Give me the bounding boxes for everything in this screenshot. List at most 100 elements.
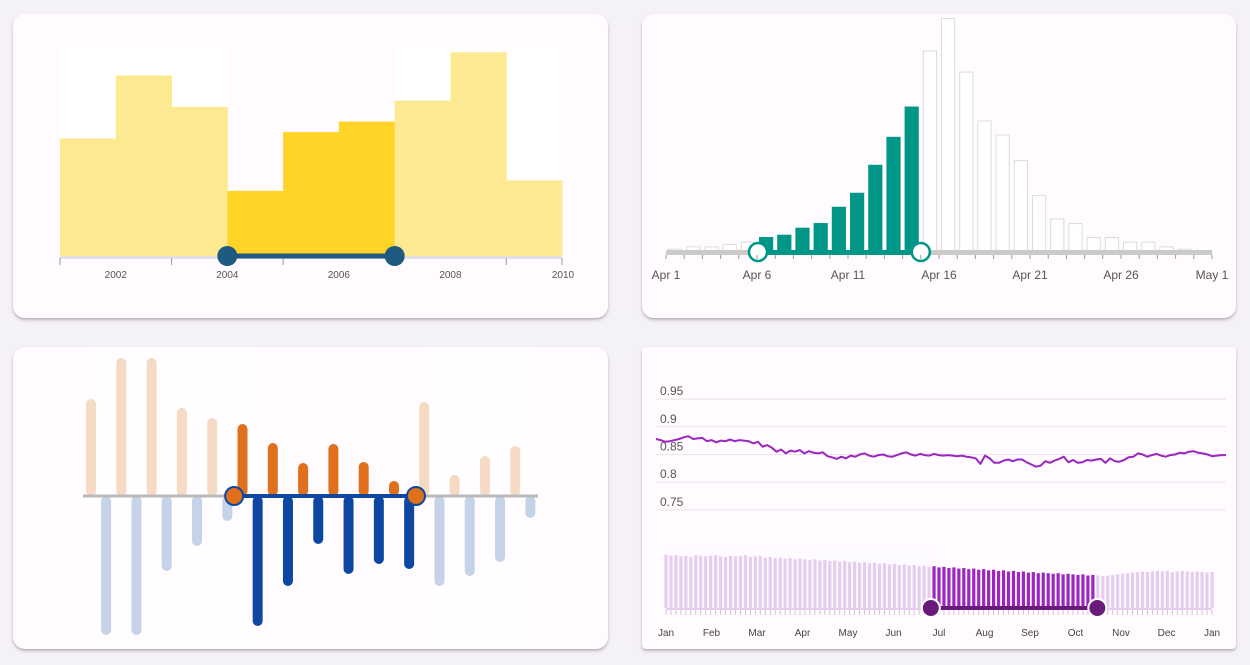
- navigator-bar: [778, 557, 782, 608]
- navigator-bar: [877, 563, 882, 608]
- navigator-bar: [1116, 574, 1120, 608]
- navigator-bar: [872, 562, 877, 608]
- navigator-bar: [1071, 574, 1075, 608]
- positive-bar: [86, 399, 96, 496]
- navigator-bar: [808, 559, 812, 608]
- range-handle-end[interactable]: [910, 241, 932, 263]
- navigator-x-tick-label: Apr: [795, 628, 811, 639]
- negative-bar: [192, 496, 203, 546]
- navigator-bar: [1016, 572, 1021, 608]
- navigator-bar: [1175, 571, 1179, 608]
- x-tick-label: Apr 6: [743, 268, 772, 282]
- navigator-bar: [728, 555, 733, 608]
- negative-bar: [525, 496, 536, 518]
- navigator-bar: [887, 564, 891, 608]
- navigator-bar: [1205, 572, 1209, 608]
- positive-bar: [358, 462, 369, 496]
- bar: [1104, 237, 1119, 252]
- positive-bar: [176, 408, 187, 496]
- navigator-bar: [1140, 571, 1145, 608]
- navigator-bar: [922, 565, 926, 608]
- navigator-bar: [1111, 574, 1115, 608]
- navigator-bar: [793, 559, 797, 608]
- navigator-bar: [882, 563, 886, 608]
- navigator-x-tick-label: Feb: [703, 628, 721, 639]
- negative-bar: [313, 496, 324, 544]
- range-handle-end[interactable]: [405, 486, 426, 506]
- navigator-bar: [694, 555, 698, 608]
- range-track-selected: [757, 250, 921, 255]
- x-tick-label: Apr 21: [1012, 268, 1048, 282]
- bar: [959, 71, 974, 252]
- navigator-bar: [892, 563, 896, 608]
- y-tick-label: 0.9: [660, 412, 677, 426]
- navigator-bar: [1066, 573, 1070, 608]
- navigator-bar: [1106, 575, 1110, 608]
- navigator-bar: [867, 563, 872, 608]
- navigator-bar: [719, 556, 723, 608]
- x-tick-label: Apr 16: [921, 268, 957, 282]
- navigator-handle-start[interactable]: [920, 598, 941, 618]
- navigator-bar: [917, 566, 921, 608]
- navigator-x-tick-label: Oct: [1068, 628, 1084, 639]
- navigator-bar: [684, 555, 688, 608]
- negative-bar: [131, 496, 142, 635]
- bar: [1159, 246, 1174, 251]
- navigator-bar: [1011, 570, 1016, 608]
- navigator-bar: [699, 555, 703, 608]
- navigator-bar: [912, 565, 916, 608]
- navigator-bar: [932, 566, 936, 608]
- navigator-bar: [907, 565, 911, 608]
- negative-bar: [252, 496, 263, 626]
- negative-bar: [464, 496, 475, 576]
- navigator-bar: [679, 556, 683, 608]
- navigator-x-tick-label: Dec: [1158, 628, 1176, 639]
- navigator-bar: [1091, 574, 1095, 608]
- navigator-bar: [783, 558, 787, 608]
- navigator-bar: [723, 556, 728, 608]
- navigator-bar: [1031, 572, 1035, 608]
- navigator-x-tick-label: Jan: [1204, 628, 1220, 639]
- navigator-bar: [1200, 572, 1204, 608]
- x-tick-label: Apr 26: [1103, 268, 1139, 282]
- bar: [60, 138, 117, 256]
- positive-bar: [298, 463, 309, 496]
- navigator-bar: [813, 559, 817, 608]
- range-handle-start[interactable]: [217, 246, 238, 266]
- navigator-bar: [967, 569, 971, 608]
- diverging-bar-chart: [83, 347, 538, 649]
- negative-bar: [343, 496, 354, 574]
- navigator-bar: [1180, 570, 1184, 608]
- navigator-bar: [982, 569, 986, 608]
- navigator-bar: [1021, 571, 1025, 608]
- range-handle-start[interactable]: [224, 486, 245, 506]
- navigator-bar: [843, 561, 847, 608]
- navigator-bar: [1130, 572, 1135, 608]
- navigator-handle-end[interactable]: [1087, 598, 1108, 618]
- negative-bar: [161, 496, 172, 571]
- navigator-bar: [1165, 570, 1169, 608]
- navigator-x-tick-label: Jun: [885, 628, 901, 639]
- bar: [1086, 237, 1101, 252]
- range-handle-start[interactable]: [747, 241, 769, 263]
- navigator-x-tick-label: Jan: [658, 628, 674, 639]
- range-handle-end[interactable]: [384, 246, 405, 266]
- navigator-x-tick-label: May: [839, 628, 858, 639]
- bar: [868, 164, 883, 251]
- negative-bar: [404, 496, 415, 569]
- navigator-bar: [704, 556, 708, 608]
- positive-bar: [207, 418, 218, 496]
- card-line-chart-navigator: 0.95 0.9 0.85 0.8 0.75 Jan Feb Mar Apr May Jun Jul A…: [642, 347, 1236, 649]
- bar: [995, 134, 1010, 251]
- navigator-bar: [674, 555, 678, 608]
- navigator-bar: [992, 569, 996, 608]
- positive-bar: [510, 446, 521, 496]
- y-tick-label: 0.8: [660, 467, 677, 481]
- navigator-bar: [957, 568, 961, 608]
- x-tick-label: 2004: [216, 270, 239, 281]
- navigator-bar: [977, 569, 981, 608]
- navigator-bar: [689, 556, 693, 608]
- navigator-bar: [748, 556, 752, 608]
- navigator-bar: [1051, 573, 1055, 608]
- bar: [283, 132, 340, 256]
